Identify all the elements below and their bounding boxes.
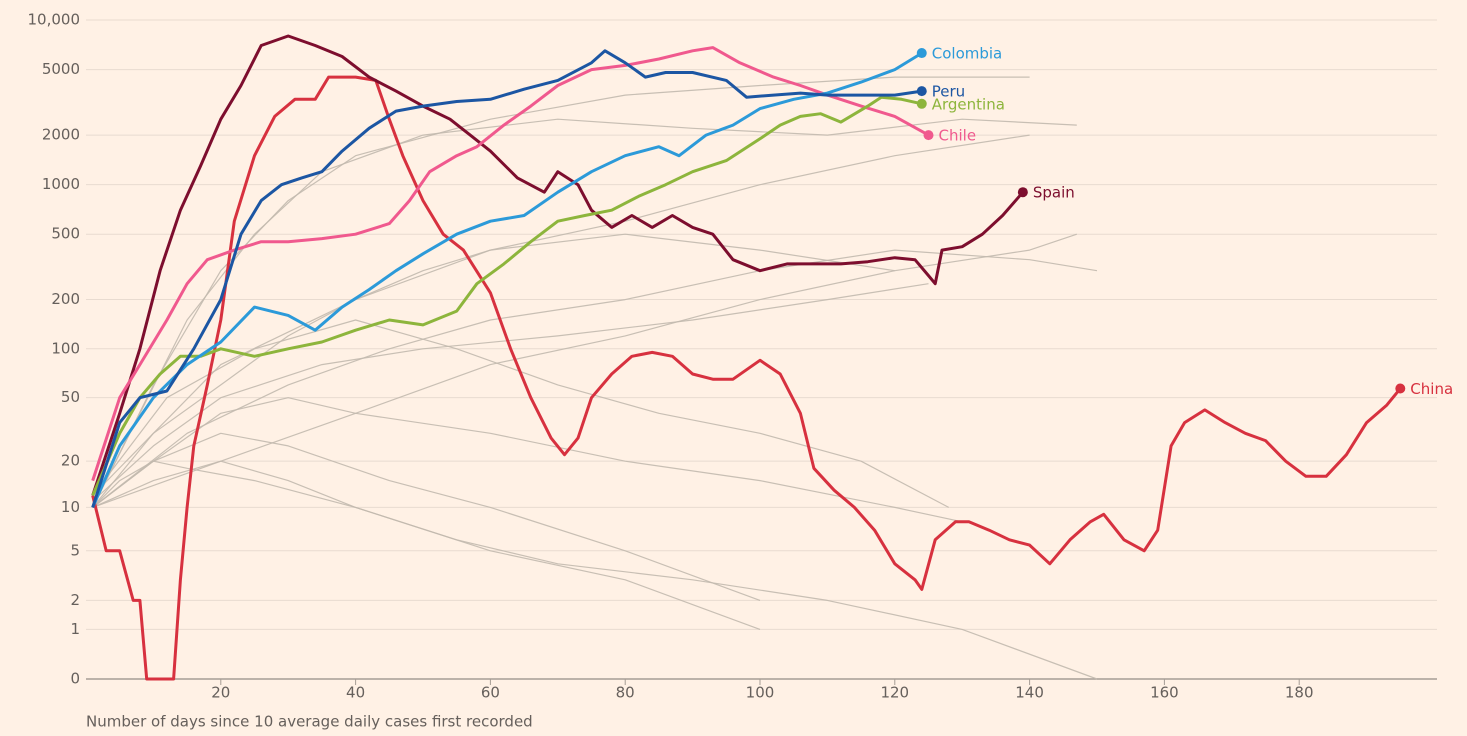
y-tick-label: 5: [70, 541, 80, 559]
x-tick-label: 60: [481, 684, 500, 702]
y-tick-label: 50: [61, 388, 80, 406]
end-dot: [916, 86, 927, 97]
x-tick-label: 80: [616, 684, 635, 702]
end-dot: [923, 130, 934, 141]
background-line: [92, 283, 929, 502]
y-tick-label: 20: [61, 452, 80, 470]
highlight-line: [91, 46, 930, 482]
x-tick-label: 120: [880, 684, 909, 702]
background-line: [92, 397, 963, 523]
x-tick-label: 180: [1285, 684, 1314, 702]
background-line: [92, 460, 761, 630]
series-label: Peru: [932, 83, 965, 101]
y-tick-label: 1000: [42, 175, 80, 193]
series-label: Spain: [1033, 184, 1075, 202]
series-label: China: [1410, 380, 1453, 398]
background-line: [92, 233, 1077, 508]
background-line: [92, 76, 1030, 508]
x-axis-label: Number of days since 10 average daily ca…: [86, 713, 533, 731]
highlight-line: [91, 95, 923, 497]
y-tick-label: 500: [51, 225, 80, 243]
background-line: [92, 134, 1030, 508]
x-tick-label: 100: [746, 684, 775, 702]
background-line: [92, 233, 895, 496]
end-dot: [1395, 383, 1406, 394]
y-tick-label: 100: [51, 339, 80, 357]
y-tick-label: 5000: [42, 60, 80, 78]
highlight-line: [91, 75, 1402, 681]
y-tick-label: 2: [70, 591, 80, 609]
y-tick-label: 0: [70, 670, 80, 688]
end-dot: [916, 48, 927, 59]
background-line: [92, 460, 1098, 680]
x-tick-label: 140: [1015, 684, 1044, 702]
series-label: Argentina: [932, 95, 1005, 113]
x-tick-label: 160: [1150, 684, 1179, 702]
background-line: [92, 118, 1077, 508]
y-tick-label: 1: [70, 620, 80, 638]
y-tick-label: 200: [51, 290, 80, 308]
end-dot: [1017, 187, 1028, 198]
y-tick-label: 10,000: [28, 11, 81, 29]
background-line: [92, 432, 761, 601]
end-dot: [916, 98, 927, 109]
highlight-line: [91, 34, 1025, 496]
highlight-line: [91, 51, 923, 509]
y-tick-label: 10: [61, 498, 80, 516]
x-tick-label: 20: [211, 684, 230, 702]
series-label: Colombia: [932, 45, 1003, 63]
y-tick-label: 2000: [42, 126, 80, 144]
background-line: [92, 249, 1098, 508]
highlight-line: [91, 49, 923, 508]
series-label: Chile: [939, 127, 977, 145]
x-tick-label: 40: [346, 684, 365, 702]
